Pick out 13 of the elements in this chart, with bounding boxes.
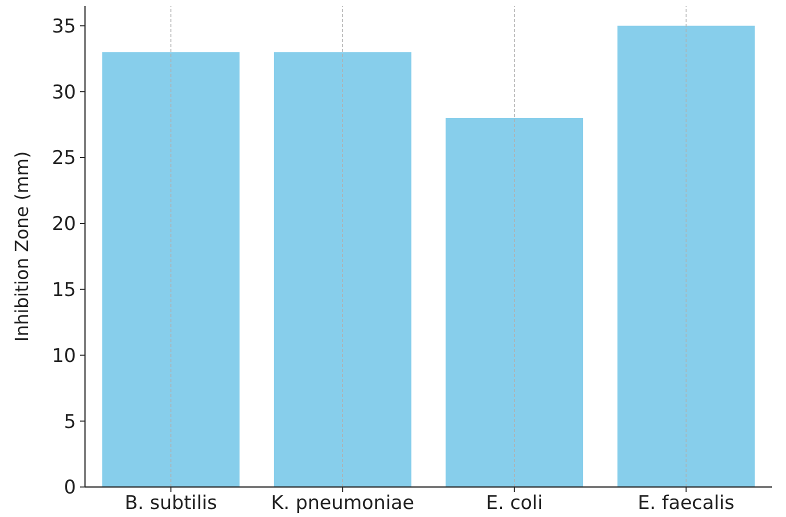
y-tick-label: 0 xyxy=(64,476,76,499)
y-tick-label: 5 xyxy=(64,410,76,433)
x-tick-label: B. subtilis xyxy=(124,492,218,514)
y-tick-label: 30 xyxy=(52,81,76,104)
x-tick-label: E. faecalis xyxy=(638,492,734,514)
y-tick-label: 25 xyxy=(52,147,76,170)
y-tick-label: 20 xyxy=(52,213,76,236)
y-tick-label: 15 xyxy=(52,278,76,301)
y-axis-title: Inhibition Zone (mm) xyxy=(12,151,33,342)
y-tick-label: 35 xyxy=(52,15,76,38)
y-tick-label: 10 xyxy=(52,344,76,367)
x-tick-label: E. coli xyxy=(486,492,543,514)
x-tick-label: K. pneumoniae xyxy=(271,492,414,514)
